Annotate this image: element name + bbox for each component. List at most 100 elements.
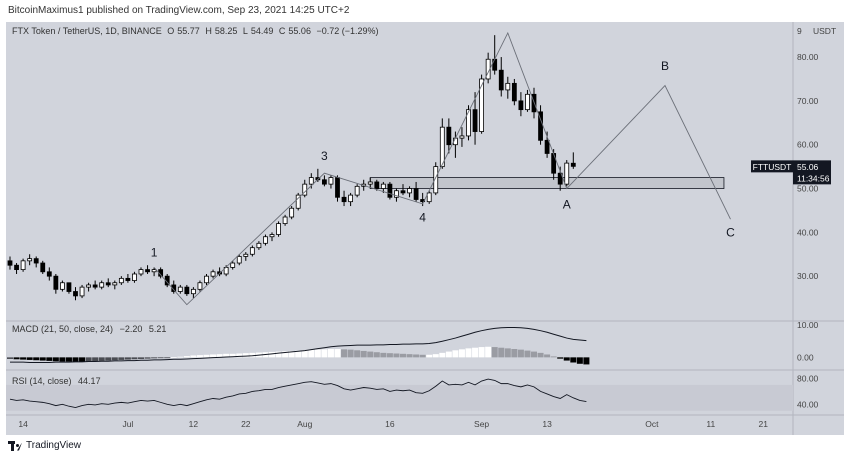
candle-body-up [60, 282, 65, 290]
ohlc-high-label: H [205, 26, 212, 36]
macd-histogram-bar [498, 347, 505, 358]
macd-histogram-bar [131, 357, 138, 360]
candle-body-down [511, 82, 517, 102]
candle-body-down [387, 183, 393, 198]
candle-body-up [354, 185, 360, 196]
macd-histogram-bar [491, 347, 498, 358]
ohlc-low-label: L [242, 26, 248, 36]
candle-body-up [459, 135, 465, 139]
candle-body-up [132, 273, 137, 281]
macd-histogram-bar [249, 352, 256, 358]
macd-histogram-bar [445, 351, 452, 358]
price-tag-symbol: FTTUSDT [753, 162, 792, 172]
candle-body-up [276, 223, 281, 235]
macd-histogram-bar [544, 354, 551, 358]
macd-histogram-bar [39, 357, 46, 361]
publisher-text: BitcoinMaximus1 published on TradingView… [8, 5, 350, 16]
macd-histogram-bar [242, 353, 249, 358]
candle-body-up [79, 286, 85, 297]
macd-histogram-bar [144, 357, 151, 359]
macd-histogram-bar [59, 357, 66, 362]
macd-histogram-bar [203, 354, 210, 358]
candle-body-up [204, 275, 209, 284]
chart-area[interactable]: 1345ABC80.0070.0060.0050.0040.0030.009US… [6, 22, 844, 435]
macd-histogram-bar [177, 356, 184, 358]
time-tick-label: 16 [385, 419, 395, 429]
time-tick-label: 12 [189, 419, 199, 429]
macd-histogram-bar [229, 353, 236, 358]
candle-body-up [138, 269, 144, 275]
candle-body-up [256, 242, 262, 249]
candle-body-up [190, 288, 196, 295]
tradingview-logo[interactable]: TradingView [8, 440, 81, 451]
ohlc-low: 54.49 [250, 26, 274, 36]
candle-body-up [289, 207, 295, 218]
price-tick-label: 30.00 [797, 271, 819, 281]
macd-histogram-bar [79, 357, 86, 362]
price-tick-label: 40.00 [797, 227, 819, 237]
macd-histogram-bar [46, 357, 53, 361]
wave-path [153, 31, 731, 306]
candle-body-down [7, 260, 13, 266]
macd-histogram-bar [478, 347, 485, 358]
candle-body-up [295, 194, 301, 209]
candle-body-down [557, 172, 563, 185]
candle-body-down [538, 111, 543, 141]
candle-body-down [570, 162, 576, 167]
candle-body-down [92, 284, 98, 288]
rsi-legend: RSI (14, close) 44.17 [12, 376, 105, 386]
macd-histogram-bar [164, 357, 171, 359]
chart-canvas[interactable]: 1345ABC80.0070.0060.0050.0040.0030.009US… [6, 22, 844, 435]
macd-histogram-bar [334, 349, 341, 358]
candle-body-up [426, 192, 432, 203]
candle-body-up [263, 236, 268, 244]
candle-body-up [269, 234, 275, 238]
macd-histogram-bar [426, 354, 433, 358]
candle-body-up [112, 282, 118, 286]
candle-body-down [145, 269, 150, 273]
macd-histogram-bar [524, 350, 531, 358]
candle-body-down [66, 282, 72, 292]
macd-histogram-bar [419, 354, 426, 358]
candle-body-up [243, 253, 249, 257]
candle-body-down [184, 286, 190, 295]
macd-histogram-bar [105, 357, 112, 361]
macd-histogram-bar [570, 357, 577, 363]
candle-body-down [321, 179, 327, 185]
ohlc-change: −0.72 (−1.29%) [316, 26, 379, 36]
macd-histogram-bar [269, 351, 275, 358]
macd-histogram-bar [33, 357, 40, 361]
macd-histogram-bar [517, 349, 524, 358]
symbol-title: FTX Token / TetherUS, 1D, BINANCE [12, 26, 162, 36]
macd-histogram-bar [360, 350, 367, 358]
candle-body-up [177, 286, 183, 292]
macd-histogram-bar [118, 357, 125, 360]
candle-body-up [197, 282, 203, 290]
macd-histogram-bar [373, 352, 380, 358]
candle-body-up [466, 109, 471, 137]
macd-histogram-bar [111, 357, 118, 361]
candle-body-down [171, 284, 177, 292]
macd-histogram-bar [13, 357, 20, 360]
wave-label-4: 4 [419, 210, 426, 224]
candle-body-up [20, 260, 26, 271]
rsi-tick-label: 40.00 [797, 399, 819, 409]
time-tick-label: Aug [297, 419, 312, 429]
macd-histogram-bar [367, 351, 374, 358]
price-tag-symbol-bg [751, 160, 793, 173]
candle-body-up [27, 258, 33, 262]
candle-body-up [282, 216, 288, 224]
candle-body-down [374, 181, 380, 189]
ohlc-open-label: O [167, 26, 175, 36]
time-tick-label: Oct [645, 419, 659, 429]
macd-histogram-bar [576, 357, 583, 364]
candle-body-up [505, 82, 511, 91]
macd-histogram-bar [196, 355, 203, 358]
candle-body-down [14, 264, 19, 271]
macd-histogram-bar [124, 357, 131, 360]
candle-body-down [33, 258, 39, 264]
macd-histogram-bar [170, 357, 177, 358]
macd-histogram-bar [282, 351, 289, 358]
time-tick-label: 13 [542, 419, 552, 429]
candle-body-up [151, 269, 157, 273]
